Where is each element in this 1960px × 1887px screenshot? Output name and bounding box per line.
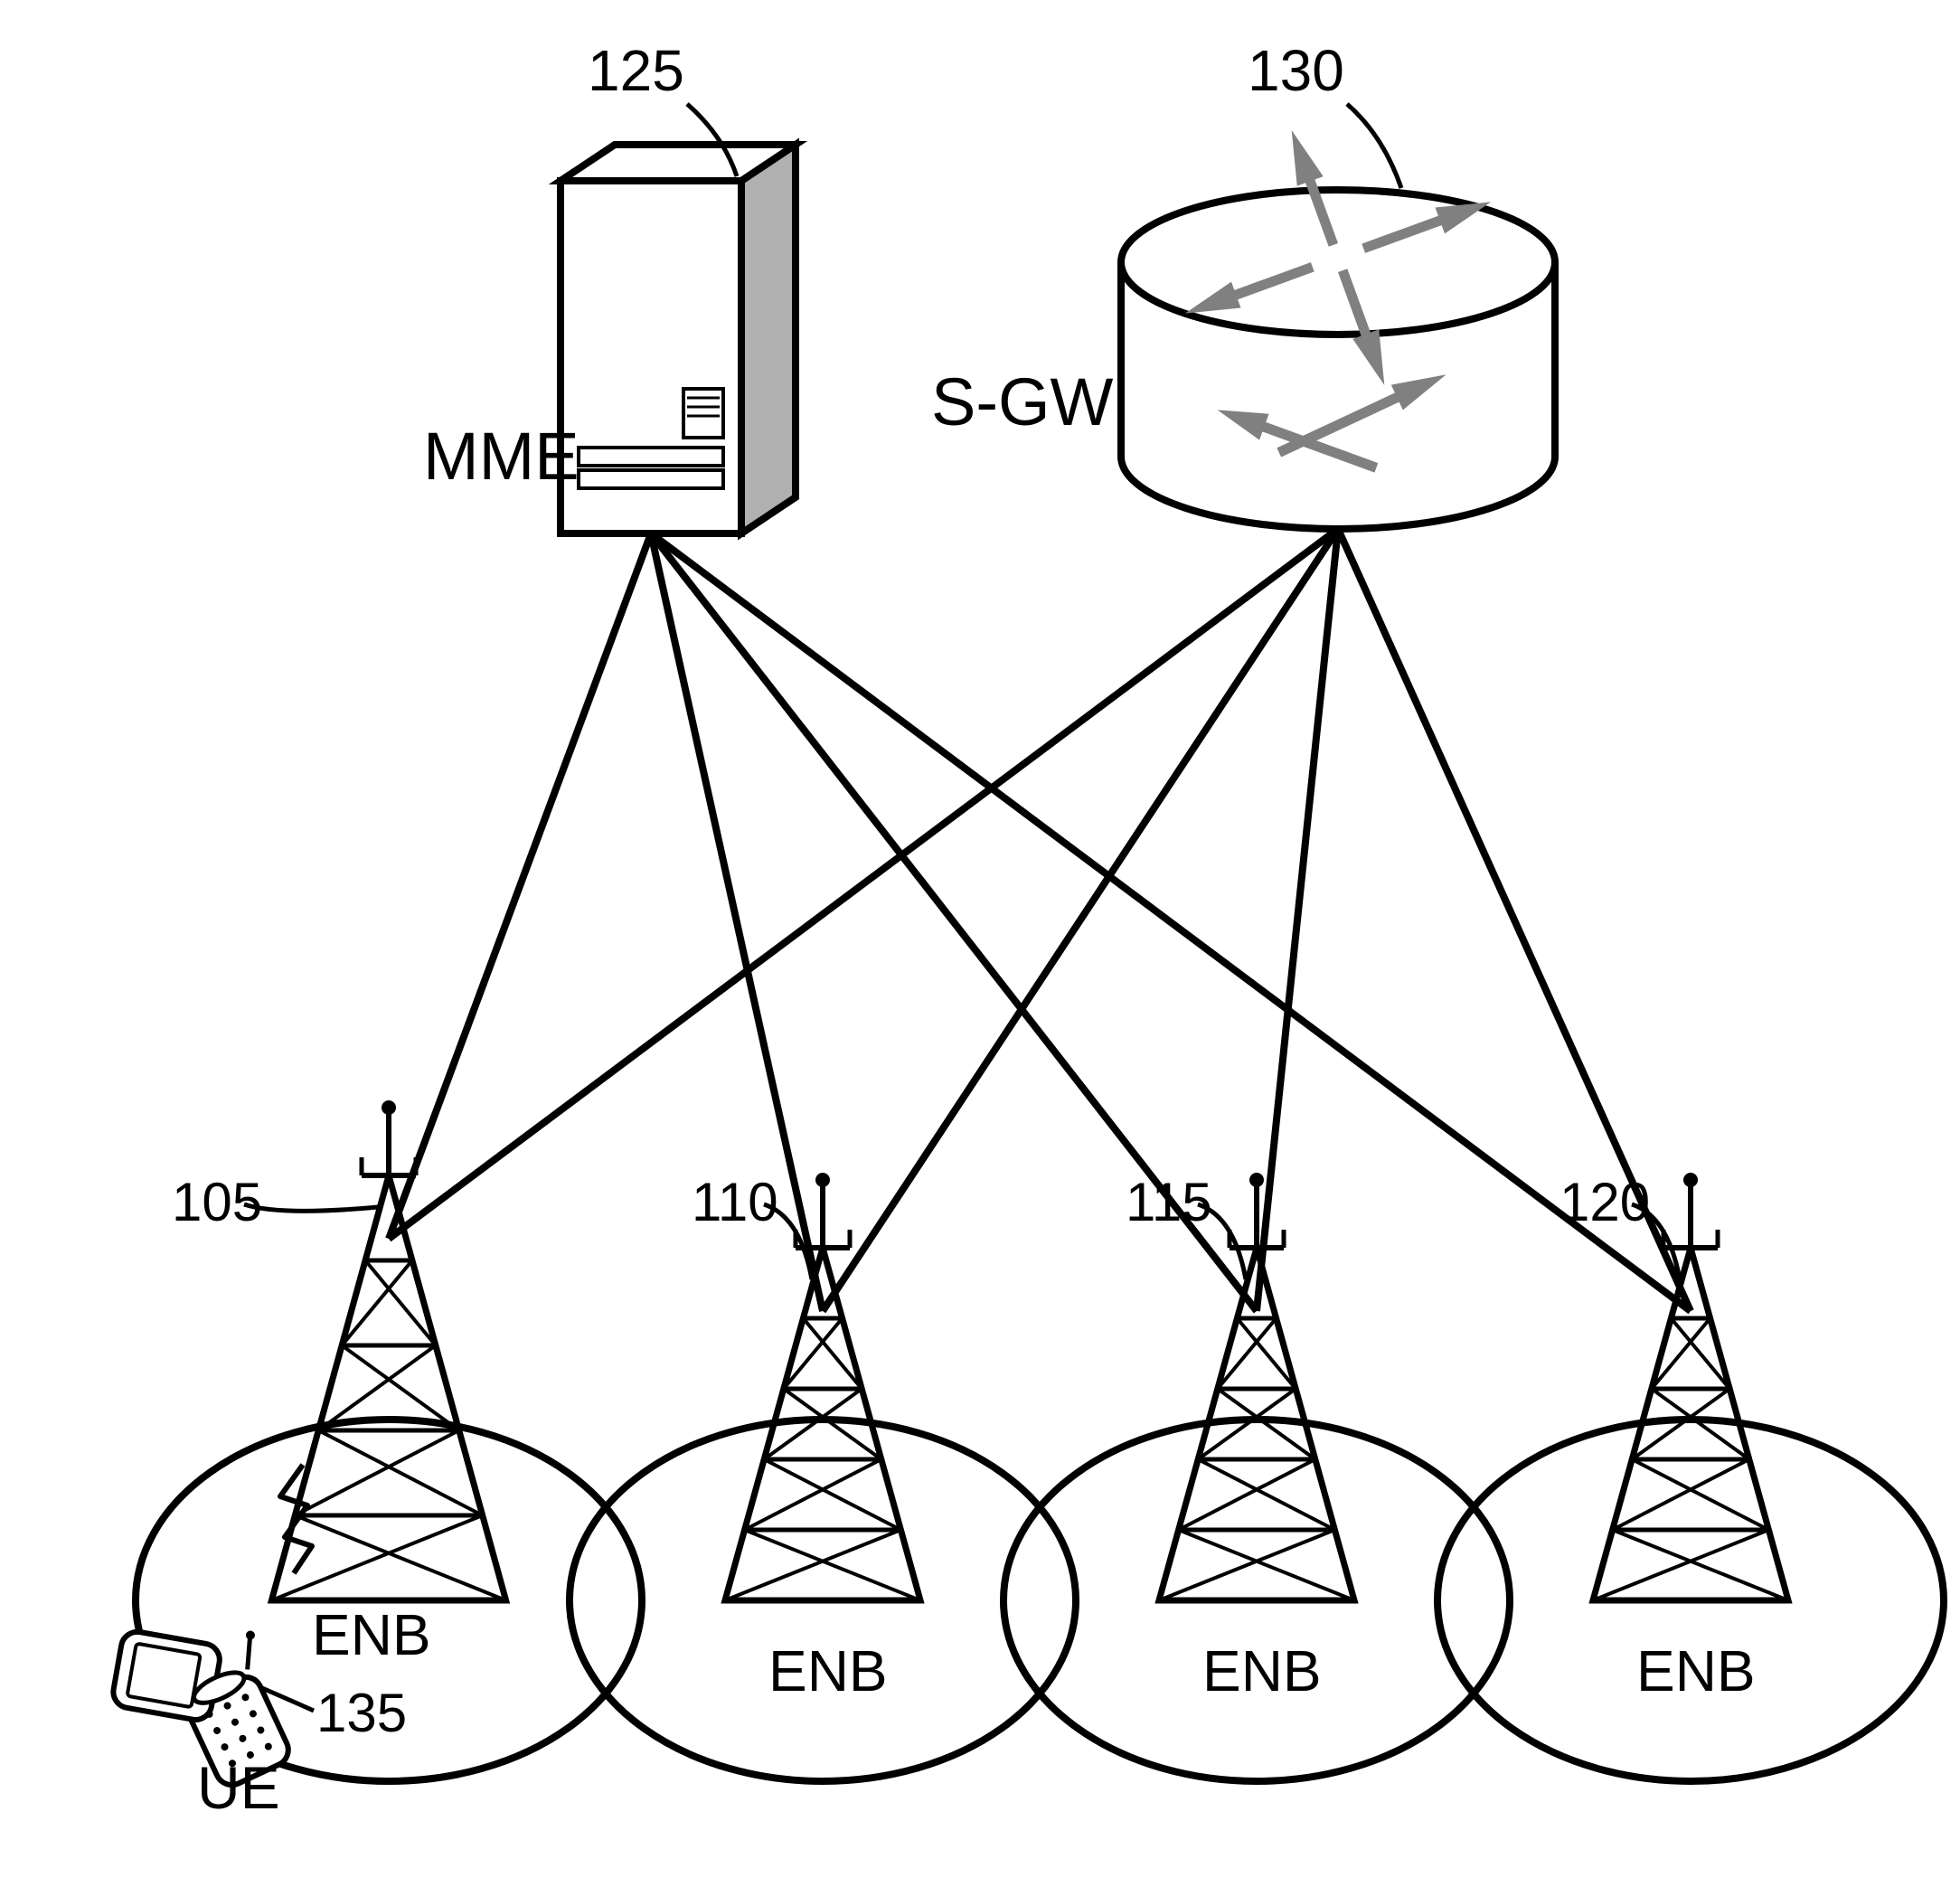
ref-enb2: 110 bbox=[692, 1172, 778, 1232]
network-diagram: 125 MME bbox=[0, 0, 1960, 1887]
ue-ref-num: 135 bbox=[316, 1683, 407, 1743]
tower-enb4 bbox=[1593, 1173, 1788, 1600]
label-enb4: ENB bbox=[1636, 1638, 1756, 1703]
mme-ref-num: 125 bbox=[588, 38, 684, 103]
link-sgw-enb3 bbox=[1257, 529, 1338, 1311]
sgw-router: 130 S-GW bbox=[931, 38, 1555, 529]
mme-server: 125 MME bbox=[423, 38, 796, 533]
backhaul-links bbox=[389, 529, 1691, 1311]
link-sgw-enb2 bbox=[823, 529, 1338, 1311]
tower-enb2 bbox=[725, 1173, 920, 1600]
leader-enb1 bbox=[244, 1204, 378, 1211]
mme-label: MME bbox=[423, 419, 580, 494]
link-mme-enb1 bbox=[389, 533, 651, 1239]
sgw-ref-num: 130 bbox=[1248, 38, 1344, 103]
ue-label: UE bbox=[197, 1754, 280, 1821]
label-enb3: ENB bbox=[1202, 1638, 1322, 1703]
ref-enb1: 105 bbox=[172, 1172, 262, 1232]
label-enb1: ENB bbox=[312, 1602, 431, 1667]
ref-enb4: 120 bbox=[1560, 1172, 1650, 1232]
label-enb2: ENB bbox=[768, 1638, 888, 1703]
tower-enb3 bbox=[1159, 1173, 1354, 1600]
sgw-label: S-GW bbox=[931, 364, 1114, 439]
link-sgw-enb1 bbox=[389, 529, 1338, 1239]
ref-enb3: 115 bbox=[1126, 1172, 1212, 1232]
